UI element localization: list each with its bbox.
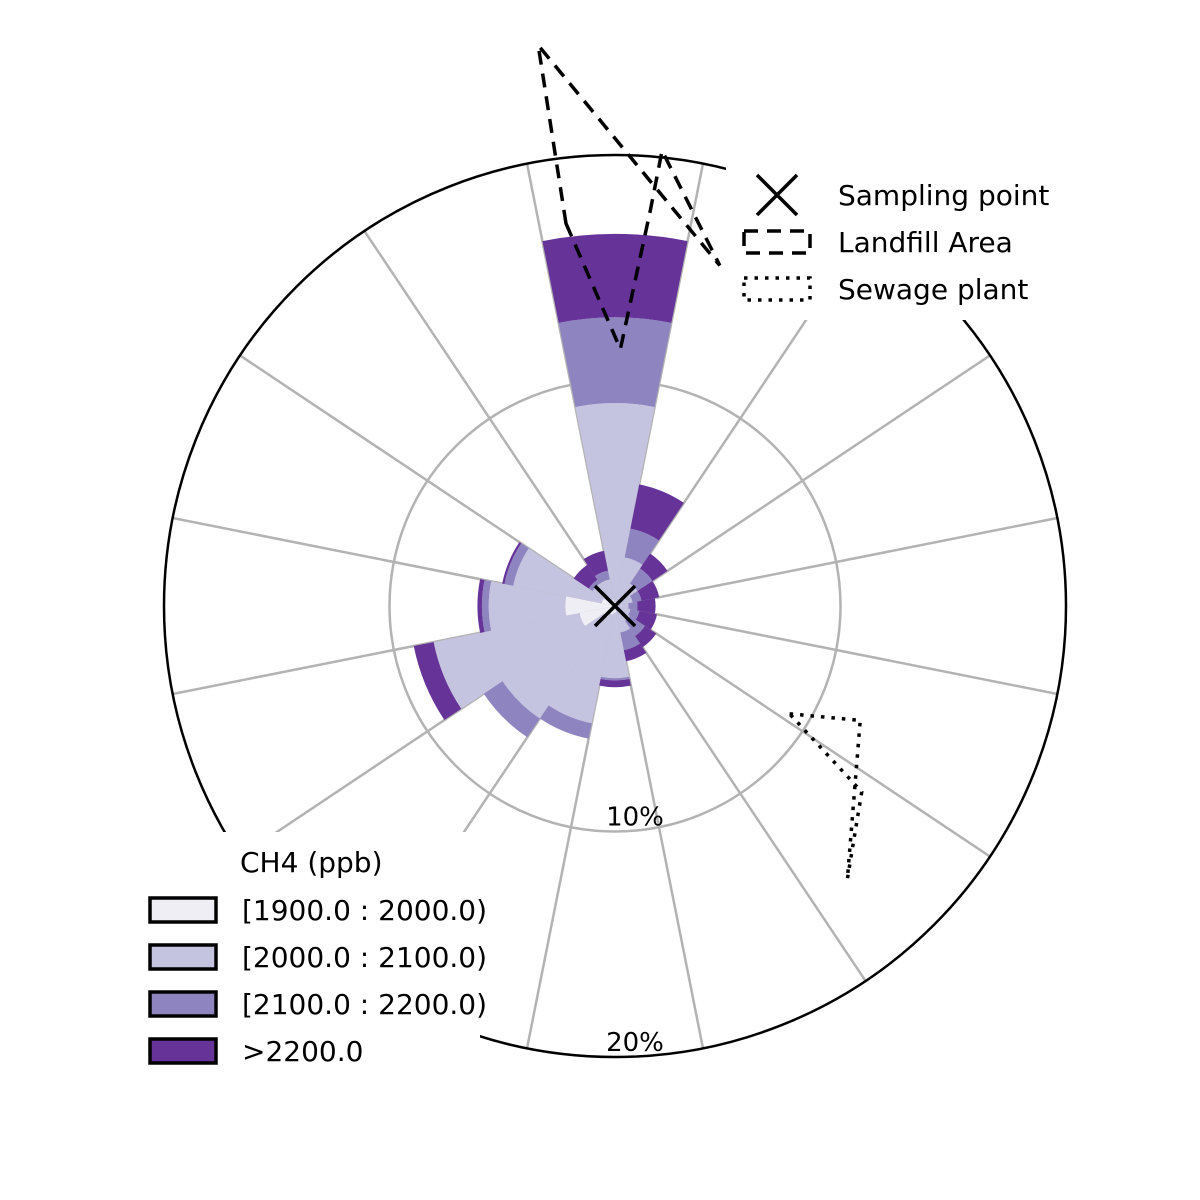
windrose-bar <box>542 233 688 323</box>
marker-legend-label: Landfill Area <box>838 226 1013 259</box>
sampling-point-marker <box>593 584 637 628</box>
outer-boundary-circle <box>162 153 1068 1059</box>
bin-legend-label: [1900.0 : 2000.0) <box>242 894 487 927</box>
marker-legend-label: Sewage plant <box>838 273 1028 306</box>
windrose-bar <box>565 596 615 616</box>
bin-legend-swatch <box>148 896 218 924</box>
sewage-plant-polygon <box>785 711 864 880</box>
windrose-bar <box>600 676 630 681</box>
windrose-bar <box>613 606 617 613</box>
bars-layer <box>413 233 688 739</box>
windrose-bar <box>620 628 641 651</box>
windrose-bar <box>481 580 492 632</box>
bin-legend-swatch <box>148 943 218 971</box>
windrose-bar <box>618 595 633 606</box>
windrose-bar <box>599 678 631 688</box>
bin-legend-label: [2100.0 : 2200.0) <box>242 988 487 1021</box>
windrose-bar <box>488 581 567 631</box>
windrose-bar <box>615 557 643 603</box>
bin-legend-label: [2000.0 : 2100.0) <box>242 941 487 974</box>
windrose-bar <box>630 568 653 591</box>
bin-legend-label: >2200.0 <box>242 1035 363 1068</box>
windrose-bar <box>413 642 462 721</box>
windrose-bar <box>635 610 658 630</box>
windrose-bar <box>616 606 631 615</box>
windrose-bar <box>558 317 672 407</box>
windrose-bar <box>594 570 610 584</box>
x-icon <box>755 173 799 217</box>
windrose-bar <box>539 705 592 739</box>
radial-tick-label: 10% <box>606 803 664 833</box>
windrose-bar <box>483 681 540 738</box>
windrose-bar <box>579 606 615 627</box>
windrose-bar <box>502 613 608 719</box>
windrose-bar <box>599 579 614 601</box>
windrose-bar <box>629 590 642 603</box>
windrose-bar <box>588 579 600 591</box>
windrose-bar <box>628 609 640 620</box>
overlay-layer <box>535 39 864 880</box>
windrose-bar <box>548 613 614 724</box>
windrose-bar <box>637 598 656 614</box>
windrose-bar <box>502 542 522 585</box>
windrose-bar <box>617 603 629 609</box>
windrose-bar <box>623 643 647 662</box>
marker-legend-label: Sampling point <box>838 179 1049 212</box>
windrose-bar <box>600 612 630 679</box>
windrose-bar <box>583 550 608 577</box>
sewage-legend-swatch <box>742 276 812 302</box>
legend-layer: Sampling point Landfill Area Sewage plant C… <box>132 160 1066 1078</box>
windrose-bar <box>635 626 657 648</box>
windrose-bar <box>640 553 668 581</box>
windrose-bar <box>628 601 638 611</box>
marker-legend-box <box>726 160 1066 320</box>
bin-legend-swatch <box>148 990 218 1018</box>
landfill-legend-swatch <box>742 229 812 255</box>
windrose-bar <box>513 548 604 604</box>
windrose-bar <box>637 580 660 601</box>
windrose-bar <box>433 613 586 709</box>
windrose-bar <box>477 579 485 633</box>
windrose-bar <box>573 564 598 589</box>
windrose-bar <box>575 403 655 602</box>
windrose-bar <box>630 484 684 541</box>
windrose-bar <box>615 607 631 633</box>
bins-legend-title: CH4 (ppb) <box>240 846 383 879</box>
windrose-bar <box>504 543 529 586</box>
windrose-bar <box>624 528 659 565</box>
bin-legend-swatch <box>148 1037 218 1065</box>
radial-tick-label: 20% <box>606 1028 664 1058</box>
